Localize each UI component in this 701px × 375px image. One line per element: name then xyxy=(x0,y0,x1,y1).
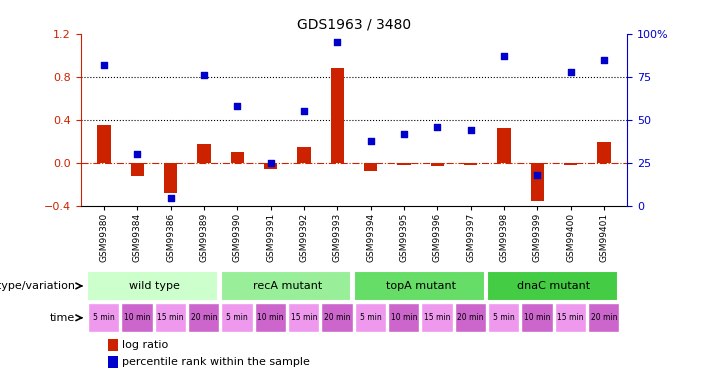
Bar xyxy=(430,163,444,166)
Point xyxy=(265,160,276,166)
Text: 20 min: 20 min xyxy=(191,314,217,322)
Bar xyxy=(221,271,351,301)
Bar xyxy=(321,303,353,333)
Text: 10 min: 10 min xyxy=(257,314,284,322)
Point xyxy=(565,69,576,75)
Bar xyxy=(354,271,484,301)
Bar xyxy=(564,163,578,165)
Bar xyxy=(188,303,219,333)
Point xyxy=(98,62,109,68)
Text: 20 min: 20 min xyxy=(458,314,484,322)
Point xyxy=(465,128,476,134)
Bar xyxy=(108,339,118,351)
Point xyxy=(132,152,143,157)
Bar xyxy=(421,303,453,333)
Text: 15 min: 15 min xyxy=(158,314,184,322)
Text: 5 min: 5 min xyxy=(93,314,115,322)
Bar xyxy=(455,303,486,333)
Bar xyxy=(397,163,411,165)
Point xyxy=(332,39,343,45)
Text: 15 min: 15 min xyxy=(291,314,318,322)
Bar xyxy=(531,163,544,201)
Bar xyxy=(231,152,244,163)
Bar xyxy=(264,163,278,168)
Bar xyxy=(464,163,477,165)
Bar xyxy=(222,303,252,333)
Bar xyxy=(197,144,210,163)
Text: time: time xyxy=(50,313,75,323)
Bar xyxy=(108,356,118,368)
Bar xyxy=(254,303,286,333)
Bar xyxy=(487,271,618,301)
Bar xyxy=(522,303,552,333)
Bar xyxy=(388,303,419,333)
Point xyxy=(498,53,510,59)
Bar xyxy=(88,303,119,333)
Bar xyxy=(597,141,611,163)
Text: recA mutant: recA mutant xyxy=(252,281,322,291)
Text: 5 min: 5 min xyxy=(226,314,248,322)
Bar xyxy=(297,147,311,163)
Point xyxy=(165,195,176,201)
Text: 10 min: 10 min xyxy=(524,314,550,322)
Bar xyxy=(355,303,386,333)
Bar xyxy=(164,163,177,194)
Text: 15 min: 15 min xyxy=(424,314,451,322)
Point xyxy=(432,124,443,130)
Text: wild type: wild type xyxy=(128,281,179,291)
Text: dnaC mutant: dnaC mutant xyxy=(517,281,591,291)
Text: percentile rank within the sample: percentile rank within the sample xyxy=(122,357,310,367)
Point xyxy=(599,57,610,63)
Bar xyxy=(97,125,111,163)
Bar xyxy=(331,68,344,163)
Text: 10 min: 10 min xyxy=(124,314,151,322)
Title: GDS1963 / 3480: GDS1963 / 3480 xyxy=(297,17,411,31)
Bar xyxy=(588,303,620,333)
Bar xyxy=(88,271,218,301)
Text: 5 min: 5 min xyxy=(360,314,381,322)
Text: 20 min: 20 min xyxy=(324,314,350,322)
Text: log ratio: log ratio xyxy=(122,340,168,350)
Point xyxy=(232,103,243,109)
Bar xyxy=(554,303,586,333)
Text: 10 min: 10 min xyxy=(390,314,417,322)
Point xyxy=(198,72,210,78)
Text: genotype/variation: genotype/variation xyxy=(0,281,75,291)
Text: 5 min: 5 min xyxy=(494,314,515,322)
Bar xyxy=(288,303,320,333)
Point xyxy=(398,131,409,137)
Bar xyxy=(121,303,153,333)
Point xyxy=(365,138,376,144)
Text: topA mutant: topA mutant xyxy=(386,281,456,291)
Point xyxy=(299,108,310,114)
Bar xyxy=(364,163,377,171)
Text: 20 min: 20 min xyxy=(591,314,618,322)
Bar xyxy=(130,163,144,176)
Text: 15 min: 15 min xyxy=(557,314,584,322)
Bar xyxy=(488,303,519,333)
Bar xyxy=(155,303,186,333)
Point xyxy=(532,172,543,178)
Bar xyxy=(498,128,511,163)
